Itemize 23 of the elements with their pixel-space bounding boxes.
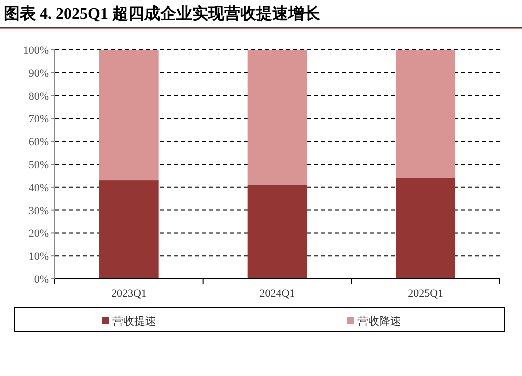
x-tick-label: 2025Q1 <box>408 288 444 300</box>
legend-label: 营收提速 <box>112 315 156 328</box>
bar <box>396 50 456 178</box>
y-tick-label: 80% <box>28 90 49 103</box>
bar <box>248 50 308 186</box>
y-tick-label: 90% <box>28 68 49 80</box>
bar <box>248 185 308 279</box>
y-tick-label: 70% <box>28 114 49 126</box>
legend-label: 营收降速 <box>358 315 402 328</box>
y-tick-label: 20% <box>28 228 49 240</box>
chart-title: 图表 4. 2025Q1 超四成企业实现营收提速增长 <box>4 5 322 23</box>
y-tick-label: 40% <box>28 182 49 194</box>
bar <box>100 50 159 181</box>
bar <box>396 178 456 279</box>
x-tick-label: 2024Q1 <box>260 288 296 300</box>
y-tick-label: 30% <box>28 205 49 218</box>
y-tick-label: 100% <box>23 45 49 57</box>
y-tick-label: 10% <box>28 251 49 264</box>
x-tick-label: 2023Q1 <box>111 288 147 300</box>
y-tick-label: 60% <box>28 136 49 149</box>
y-tick-label: 50% <box>28 160 49 172</box>
y-tick-label: 0% <box>34 274 49 286</box>
bar <box>100 180 159 279</box>
